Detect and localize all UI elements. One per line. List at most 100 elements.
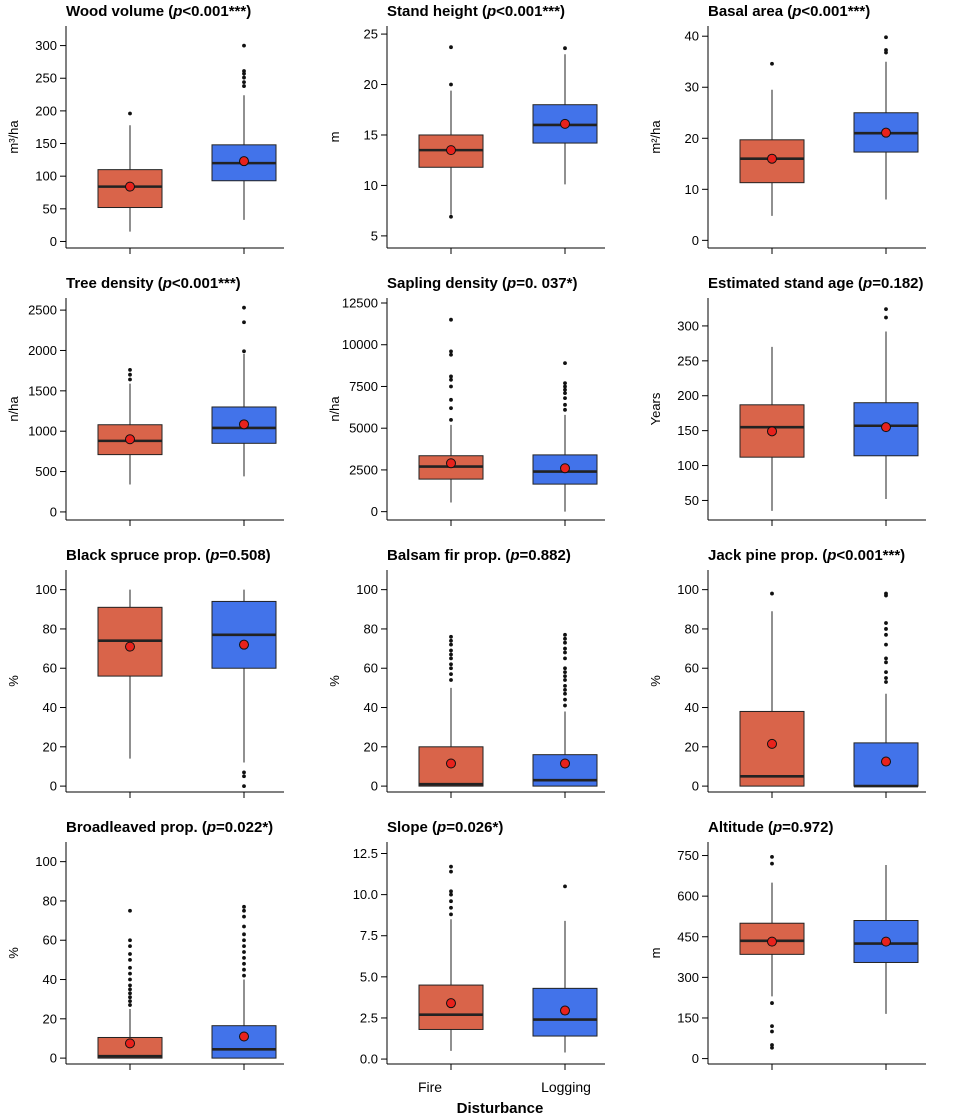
outlier-point (884, 315, 888, 320)
y-axis-label: n/ha (327, 396, 342, 422)
title-p: p (436, 819, 446, 836)
outlier-point (128, 372, 132, 377)
outlier-point (449, 397, 453, 402)
outlier-point (128, 991, 132, 996)
panel-title: Tree density (p<0.001***) (66, 275, 241, 292)
x-axis-labels: Fire Logging Disturbance (418, 1079, 591, 1117)
outlier-point (242, 914, 246, 919)
outlier-point (563, 396, 567, 401)
title-text: Tree density ( (66, 275, 163, 292)
mean-point (881, 127, 891, 138)
box-logging (853, 307, 919, 500)
outlier-point (770, 1001, 774, 1005)
y-tick-label: 60 (364, 661, 378, 676)
iqr-box (532, 454, 598, 485)
mean-point (560, 1005, 570, 1016)
panel-8: Balsam fir prop. (p=0.882) 0 20 40 60 80 100% (327, 547, 605, 798)
outlier-point (128, 908, 132, 913)
outlier-point (242, 956, 246, 960)
outlier-point (563, 387, 567, 392)
title-text: Balsam fir prop. ( (387, 547, 510, 564)
panel-title: Basal area (p<0.001***) (708, 3, 870, 20)
box-logging (532, 361, 598, 512)
y-tick-label: 0 (371, 504, 378, 519)
outlier-point (449, 374, 453, 379)
box-fire (418, 864, 484, 1051)
outlier-point (563, 646, 567, 651)
title-text: Sapling density ( (387, 275, 507, 292)
outlier-point (128, 987, 132, 992)
y-tick-label: 20 (364, 739, 378, 754)
title-text: Wood volume ( (66, 3, 173, 20)
outlier-point (563, 674, 567, 678)
box-logging (211, 589, 277, 789)
title-p: p (172, 3, 182, 20)
outlier-point (563, 640, 567, 645)
outlier-point (449, 666, 453, 671)
outlier-point (770, 1045, 774, 1050)
outlier-point (449, 652, 453, 657)
outlier-point (770, 1029, 774, 1034)
box-fire (418, 317, 484, 503)
title-text: Broadleaved prop. ( (66, 819, 207, 836)
title-stat: =0.972) (782, 819, 833, 836)
panel-5: Sapling density (p=0. 037*) 0 2500 5000 7500… (327, 275, 605, 526)
outlier-point (449, 352, 453, 357)
y-tick-label: 5000 (349, 421, 378, 436)
outlier-point (884, 591, 888, 596)
title-stat: =0.882) (520, 547, 571, 564)
outlier-point (884, 680, 888, 684)
outlier-point (563, 46, 567, 51)
outlier-point (242, 932, 246, 937)
x-category-logging: Logging (541, 1079, 591, 1095)
box-logging (853, 35, 919, 200)
outlier-point (242, 924, 246, 929)
y-tick-label: 20 (43, 739, 57, 754)
outlier-point (242, 774, 246, 779)
panel-title: Slope (p=0.026*) (387, 819, 503, 836)
y-tick-label: 750 (677, 848, 699, 863)
mean-point (125, 641, 135, 652)
outlier-point (242, 904, 246, 909)
box-fire (418, 45, 484, 219)
title-text: Black spruce prop. ( (66, 547, 210, 564)
outlier-point (770, 1024, 774, 1028)
box-logging (532, 46, 598, 185)
outlier-point (563, 697, 567, 702)
mean-point (881, 422, 891, 433)
title-stat: <0.001***) (172, 275, 241, 292)
mean-point (239, 1031, 249, 1042)
y-tick-label: 50 (43, 201, 57, 216)
box-logging (853, 591, 919, 788)
outlier-point (128, 957, 132, 962)
outlier-point (242, 43, 246, 48)
y-tick-label: 60 (43, 933, 57, 948)
outlier-point (770, 854, 774, 859)
outlier-point (884, 621, 888, 625)
y-tick-label: 600 (677, 889, 699, 904)
mean-point (125, 1038, 135, 1049)
title-p: p (206, 819, 216, 836)
outlier-point (242, 80, 246, 85)
panel-6: Estimated stand age (p=0.182) 50 100 150 200… (648, 275, 926, 526)
box-fire (97, 111, 163, 232)
y-tick-label: 40 (685, 29, 699, 44)
outlier-point (563, 684, 567, 688)
outlier-point (242, 71, 246, 76)
title-text: Estimated stand age ( (708, 275, 863, 292)
mean-point (560, 758, 570, 769)
y-tick-label: 100 (35, 582, 57, 597)
y-tick-label: 50 (685, 493, 699, 508)
panel-3: Basal area (p<0.001***) 0 10 20 30 40 m²/ha (648, 3, 926, 254)
y-tick-label: 300 (677, 318, 699, 333)
y-tick-label: 250 (35, 71, 57, 86)
title-p: p (486, 3, 496, 20)
y-tick-label: 10.0 (353, 887, 378, 902)
title-p: p (862, 275, 872, 292)
y-tick-label: 500 (35, 464, 57, 479)
title-text: Stand height ( (387, 3, 487, 20)
outlier-point (449, 642, 453, 647)
y-tick-label: 300 (35, 38, 57, 53)
outlier-point (242, 84, 246, 88)
y-tick-label: 0 (50, 234, 57, 249)
